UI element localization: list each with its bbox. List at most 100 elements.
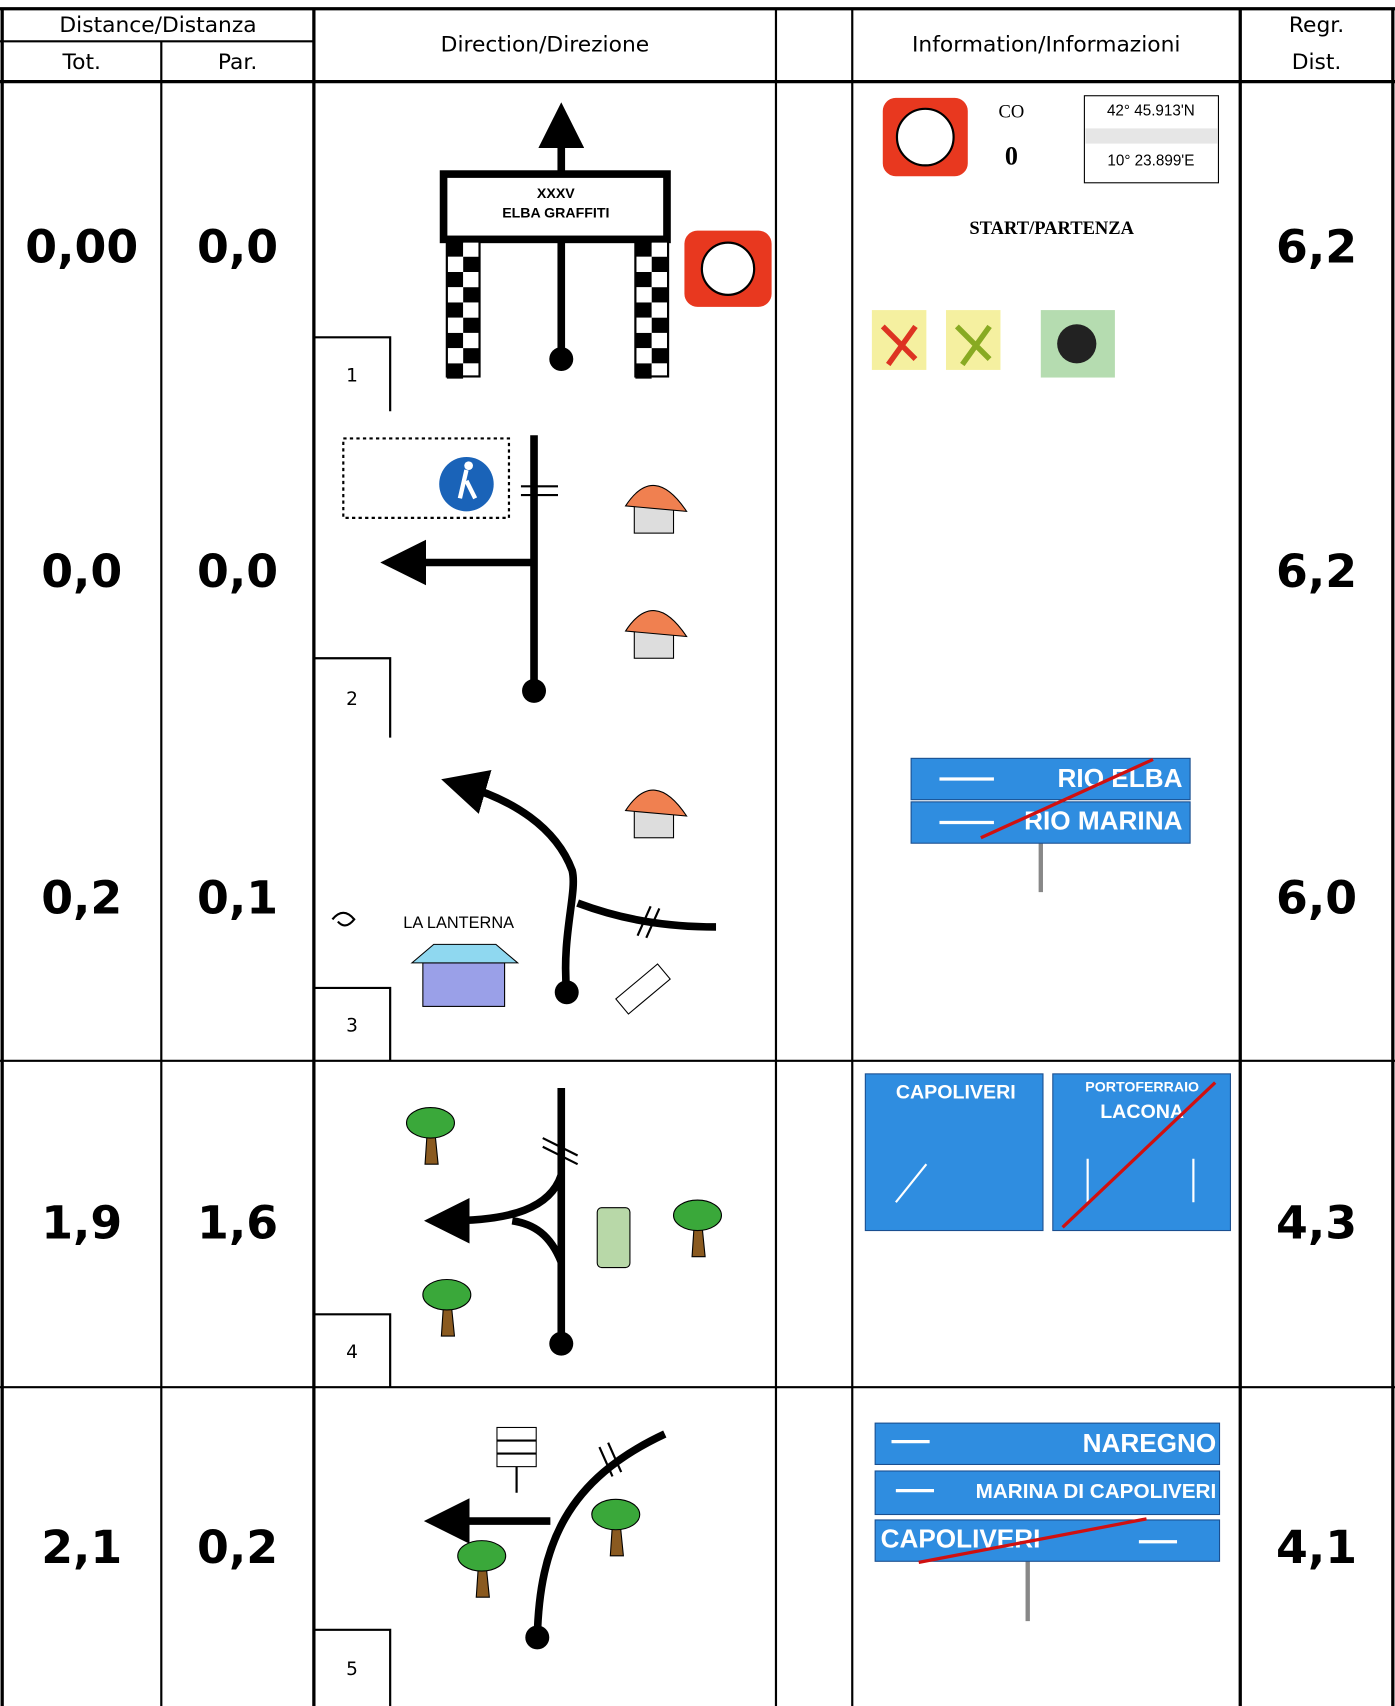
path (423, 1173, 565, 1244)
regression-distance: 6,0 (1276, 871, 1357, 924)
line (636, 905, 652, 937)
header-information: Information/Informazioni (912, 33, 1180, 58)
info-4: CAPOLIVERI PORTOFERRAIO LACONA (864, 1073, 1231, 1232)
line (980, 757, 1154, 840)
checker (651, 272, 669, 288)
table-grid (0, 7, 1395, 1706)
header-regr: Regr. (1289, 13, 1344, 38)
rect (496, 1426, 537, 1468)
checker (446, 363, 464, 379)
checker (635, 287, 652, 303)
info-5: NAREGNO MARINA DI CAPOLIVERI CAPOLIVERI (874, 1422, 1221, 1622)
line (645, 908, 661, 939)
path (891, 1439, 1178, 1544)
checker (463, 287, 480, 303)
step-box (313, 986, 392, 1061)
step-number: 3 (346, 1016, 358, 1037)
checker (463, 317, 480, 333)
house-roof (624, 484, 688, 513)
line (607, 1442, 623, 1473)
checker (446, 348, 464, 364)
regression-distance: 6,2 (1276, 221, 1357, 274)
checker (463, 332, 480, 349)
checker (446, 256, 464, 273)
g: 0,00 0,0 6,2 1 0,0 0,0 6,2 2 0,2 0,1 6,0 3 1,9 1,6 4,3… (25, 221, 1357, 1706)
house-roof (624, 789, 688, 817)
circle (464, 461, 473, 471)
latitude: 42° 45.913'N (1107, 102, 1195, 119)
header-direction: Direction/Direzione (441, 33, 649, 58)
circle (1057, 324, 1097, 364)
path (511, 1216, 565, 1264)
circle (522, 678, 547, 703)
checker (463, 272, 480, 288)
diagram-5 (423, 1426, 667, 1650)
tree-trunk (691, 1223, 706, 1258)
path (895, 1158, 1195, 1203)
co-number: 0 (1005, 141, 1018, 170)
checker (635, 302, 652, 318)
checker (463, 348, 480, 364)
header-dist: Dist. (1292, 50, 1342, 75)
checker (651, 317, 669, 333)
line (1061, 1081, 1217, 1229)
header-distance: Distance/Distanza (59, 13, 256, 38)
partial-distance: 0,1 (197, 871, 278, 924)
checker (446, 332, 464, 349)
regression-distance: 4,3 (1276, 1197, 1357, 1250)
longitude: 10° 23.899'E (1107, 152, 1194, 169)
circle (895, 107, 955, 167)
sign-text: PORTOFERRAIO (1085, 1079, 1199, 1095)
step-number: 2 (346, 689, 358, 710)
rect (422, 962, 506, 1007)
regression-distance: 6,2 (1276, 545, 1357, 598)
checker (635, 363, 652, 379)
header-par: Par. (218, 50, 257, 75)
partial-distance: 0,0 (197, 221, 278, 274)
rect (874, 1470, 1221, 1516)
sign-text: CAPOLIVERI (881, 1524, 1041, 1554)
pillar (445, 240, 481, 378)
diagram-2 (342, 435, 558, 703)
total-distance: 0,2 (41, 871, 122, 924)
path (954, 324, 992, 367)
rect (342, 437, 511, 519)
checker (651, 348, 669, 364)
tree-crown (591, 1498, 641, 1531)
header-tot: Tot. (62, 50, 101, 75)
g (405, 484, 723, 1598)
step-number: 4 (346, 1342, 358, 1363)
circle (700, 241, 756, 296)
checker (635, 272, 652, 288)
rect (439, 170, 671, 244)
tree-trunk (475, 1564, 490, 1598)
g (445, 240, 670, 379)
checker (651, 363, 669, 379)
regression-distance: 4,1 (1276, 1521, 1357, 1574)
checker (651, 256, 669, 273)
path (880, 324, 918, 367)
tree-crown (405, 1107, 456, 1139)
rect (864, 1073, 1044, 1232)
rect (874, 1422, 1221, 1466)
total-distance: 0,0 (41, 545, 122, 598)
path (441, 769, 578, 993)
checker (635, 256, 652, 273)
sign-text: CAPOLIVERI (896, 1082, 1016, 1104)
rect (615, 963, 671, 1015)
checker (635, 332, 652, 349)
sign-text: LACONA (1100, 1101, 1184, 1123)
line (918, 1517, 1147, 1564)
sign-text: RIO MARINA (1024, 805, 1182, 835)
step-box (313, 336, 392, 412)
path (410, 943, 520, 964)
banner-line2: ELBA GRAFFITI (502, 205, 609, 221)
path (457, 469, 478, 500)
sign-text: RIO ELBA (1058, 763, 1183, 793)
checker (463, 241, 480, 257)
checker (635, 348, 652, 364)
checker (446, 241, 464, 257)
pillar (634, 240, 670, 378)
circle (525, 1625, 550, 1650)
